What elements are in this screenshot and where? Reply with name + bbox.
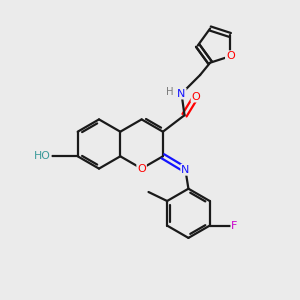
Text: H: H	[167, 87, 174, 97]
Text: O: O	[226, 51, 235, 61]
Text: O: O	[191, 92, 200, 102]
Text: N: N	[181, 165, 190, 175]
Text: O: O	[137, 164, 146, 174]
Text: N: N	[177, 88, 186, 99]
Text: HO: HO	[34, 151, 51, 161]
Text: F: F	[231, 220, 238, 231]
